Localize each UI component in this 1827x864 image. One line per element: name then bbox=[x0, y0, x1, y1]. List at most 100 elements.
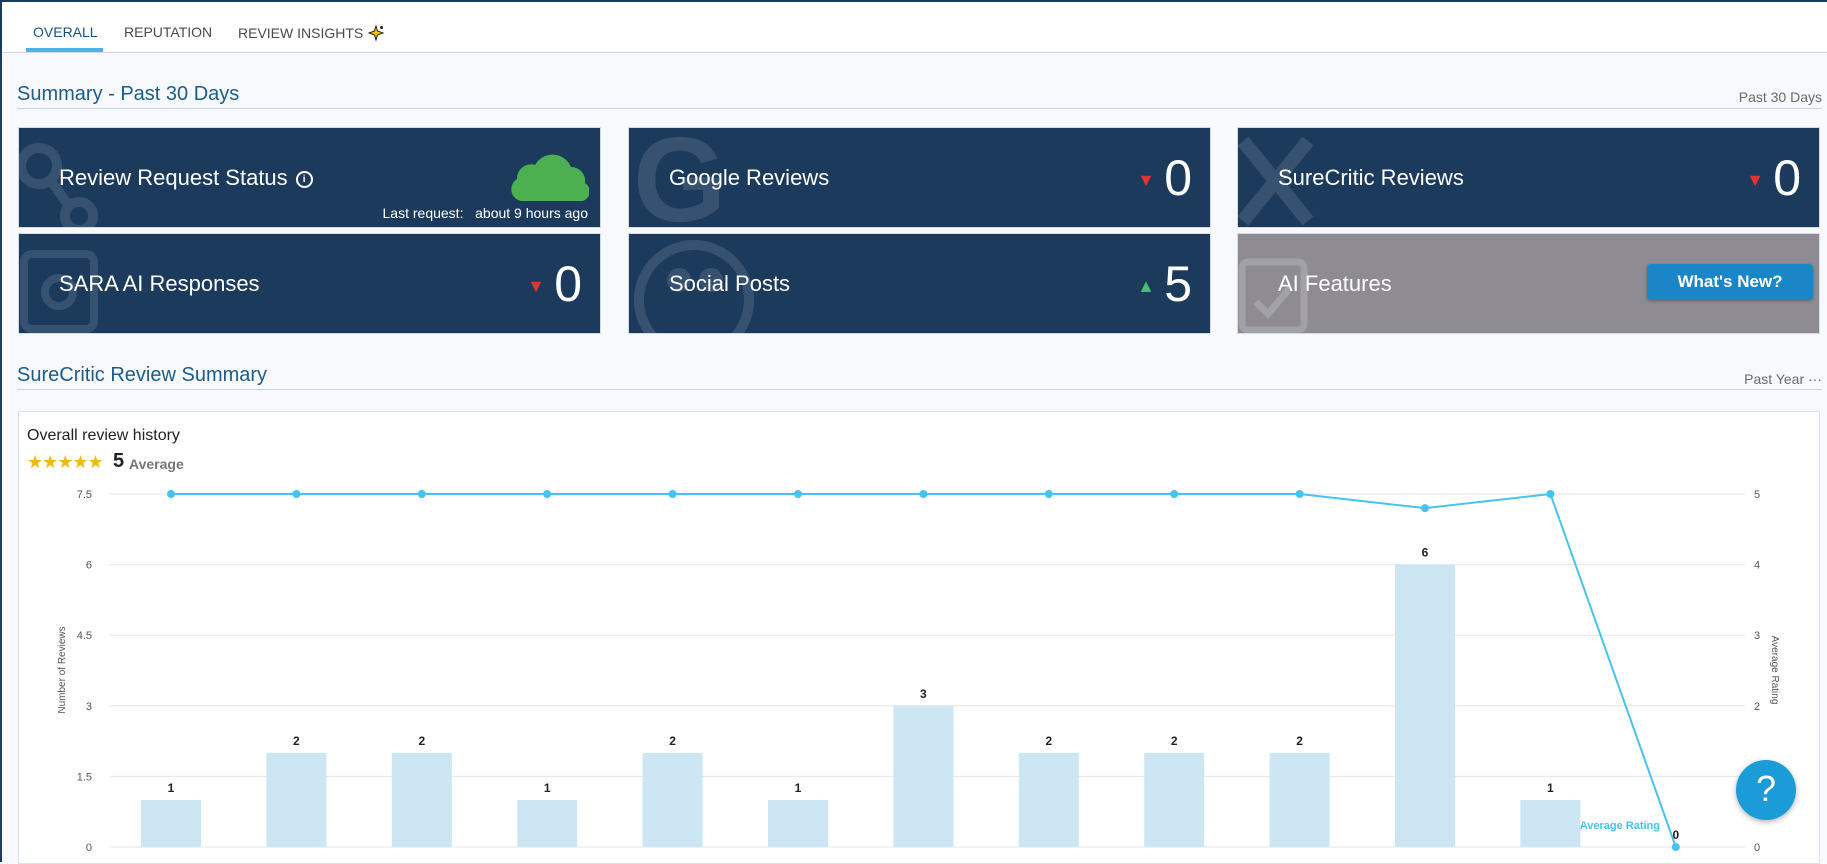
y2-tick-label: 5 bbox=[1754, 489, 1760, 501]
google-reviews-count: 0 bbox=[1164, 150, 1192, 206]
review-count-bar bbox=[141, 799, 201, 847]
review-request-status-title: Review Request Status i bbox=[59, 165, 313, 191]
review-count-bar bbox=[266, 752, 327, 847]
trend-down-icon: ▼ bbox=[1746, 170, 1764, 190]
info-icon[interactable]: i bbox=[295, 171, 313, 188]
sparkle-icon bbox=[367, 24, 385, 42]
y-tick-label: 7.5 bbox=[77, 489, 92, 501]
gear-ghost-icon bbox=[20, 250, 98, 333]
tab-bar: OVERALL REPUTATION REVIEW INSIGHTS bbox=[2, 2, 1827, 53]
social-posts-card[interactable]: Social Posts ▲ 5 bbox=[629, 234, 1210, 333]
bar-value-label: 1 bbox=[168, 781, 175, 795]
sara-ai-responses-count: 0 bbox=[554, 256, 582, 312]
surecritic-reviews-card[interactable]: SureCritic Reviews ▼ 0 bbox=[1238, 128, 1819, 227]
average-rating-point bbox=[1044, 490, 1053, 498]
tab-reputation[interactable]: REPUTATION bbox=[124, 24, 213, 40]
bar-value-label: 2 bbox=[1171, 734, 1178, 748]
y-tick-label: 4.5 bbox=[77, 630, 92, 642]
tab-review-insights[interactable]: REVIEW INSIGHTS bbox=[238, 24, 385, 42]
surecritic-ghost-icon bbox=[1238, 136, 1314, 226]
active-tab-indicator bbox=[26, 48, 103, 52]
five-star-rating-icon: ★★★★★ bbox=[27, 452, 104, 472]
summary-title: Summary - Past 30 Days bbox=[17, 83, 240, 105]
social-posts-label: Social Posts bbox=[669, 271, 791, 296]
y-tick-label: 1.5 bbox=[77, 771, 92, 783]
average-rating-value: 5 bbox=[113, 450, 125, 472]
help-button[interactable]: ? bbox=[1736, 760, 1796, 820]
cloud-icon bbox=[511, 154, 589, 201]
review-count-bar bbox=[1520, 799, 1581, 847]
y-tick-label: 6 bbox=[86, 560, 92, 572]
bar-value-label: 1 bbox=[795, 781, 802, 795]
trend-down-icon: ▼ bbox=[1137, 170, 1155, 190]
tab-overall[interactable]: OVERALL bbox=[33, 24, 98, 40]
last-request: Last request: about 9 hours ago bbox=[383, 205, 588, 221]
review-count-bar bbox=[517, 799, 578, 847]
average-rating-point bbox=[919, 490, 928, 498]
trend-up-icon: ▲ bbox=[1137, 276, 1155, 296]
bar-value-label: 2 bbox=[1045, 734, 1052, 748]
last-request-value: about 9 hours ago bbox=[475, 205, 588, 221]
average-rating-point bbox=[167, 490, 175, 498]
y2-tick-label: 0 bbox=[1754, 842, 1760, 854]
y2-tick-label: 3 bbox=[1754, 630, 1760, 642]
bar-value-label: 2 bbox=[293, 734, 300, 748]
y-axis-label: Number of Reviews bbox=[57, 626, 68, 713]
social-posts-count: 5 bbox=[1164, 256, 1192, 312]
ai-features-label: AI Features bbox=[1278, 271, 1392, 296]
bar-value-label: 0 bbox=[1672, 828, 1679, 842]
surecritic-period[interactable]: Past Year ··· bbox=[1744, 371, 1822, 387]
review-request-status-card[interactable]: Review Request Status i Last request: abo… bbox=[19, 128, 600, 227]
average-rating-point bbox=[417, 490, 426, 498]
review-request-ghost-icon bbox=[19, 143, 98, 227]
google-ghost-icon: G bbox=[633, 128, 727, 227]
average-rating-point bbox=[292, 490, 301, 498]
google-reviews-card[interactable]: G Google Reviews ▼ 0 bbox=[629, 128, 1210, 227]
review-count-bar bbox=[642, 752, 703, 847]
average-rating-label: Average bbox=[129, 456, 184, 472]
average-rating-point bbox=[668, 490, 677, 498]
review-count-bar bbox=[1395, 564, 1455, 847]
average-rating-point bbox=[794, 490, 802, 498]
bar-value-label: 2 bbox=[418, 734, 425, 748]
tab-review-insights-label: REVIEW INSIGHTS bbox=[238, 25, 364, 41]
average-rating-point bbox=[543, 490, 552, 498]
bar-value-label: 1 bbox=[1547, 781, 1554, 795]
surecritic-reviews-count: 0 bbox=[1773, 150, 1801, 206]
summary-period[interactable]: Past 30 Days bbox=[1738, 89, 1822, 105]
average-rating-point bbox=[1546, 490, 1555, 498]
bar-value-label: 6 bbox=[1422, 546, 1429, 560]
bar-value-label: 2 bbox=[1296, 734, 1303, 748]
average-rating-point bbox=[1421, 504, 1429, 513]
sara-ai-responses-card[interactable]: SARA AI Responses ▼ 0 bbox=[19, 234, 600, 333]
average-rating-point bbox=[1170, 490, 1179, 498]
y-tick-label: 3 bbox=[86, 701, 92, 713]
trend-down-icon: ▼ bbox=[527, 276, 545, 296]
chart-title: Overall review history bbox=[27, 427, 180, 444]
summary-divider bbox=[17, 108, 1822, 109]
surecritic-summary-title: SureCritic Review Summary bbox=[17, 364, 268, 386]
top-border bbox=[0, 0, 1827, 2]
surecritic-divider bbox=[17, 389, 1822, 390]
last-request-label: Last request: bbox=[382, 205, 464, 221]
surecritic-reviews-label: SureCritic Reviews bbox=[1278, 165, 1464, 190]
review-count-bar bbox=[391, 752, 452, 847]
bar-value-label: 1 bbox=[544, 781, 551, 795]
google-reviews-label: Google Reviews bbox=[669, 165, 830, 190]
bar-value-label: 2 bbox=[669, 734, 676, 748]
bar-value-label: 3 bbox=[920, 687, 927, 701]
review-count-bar bbox=[1269, 752, 1330, 847]
review-count-bar bbox=[1018, 752, 1079, 847]
review-request-status-label: Review Request Status bbox=[59, 165, 288, 190]
average-rating-point bbox=[1295, 490, 1304, 498]
series-label: Average Rating bbox=[1580, 820, 1660, 832]
sara-ai-responses-label: SARA AI Responses bbox=[59, 271, 260, 296]
more-options-icon[interactable]: ··· bbox=[1808, 371, 1822, 387]
review-count-bar bbox=[1144, 752, 1205, 847]
y2-tick-label: 2 bbox=[1754, 701, 1760, 713]
review-count-bar bbox=[768, 799, 828, 847]
y2-tick-label: 4 bbox=[1754, 560, 1760, 572]
ai-features-card: AI Features What's New? bbox=[1238, 234, 1819, 333]
whats-new-button[interactable]: What's New? bbox=[1647, 264, 1813, 300]
